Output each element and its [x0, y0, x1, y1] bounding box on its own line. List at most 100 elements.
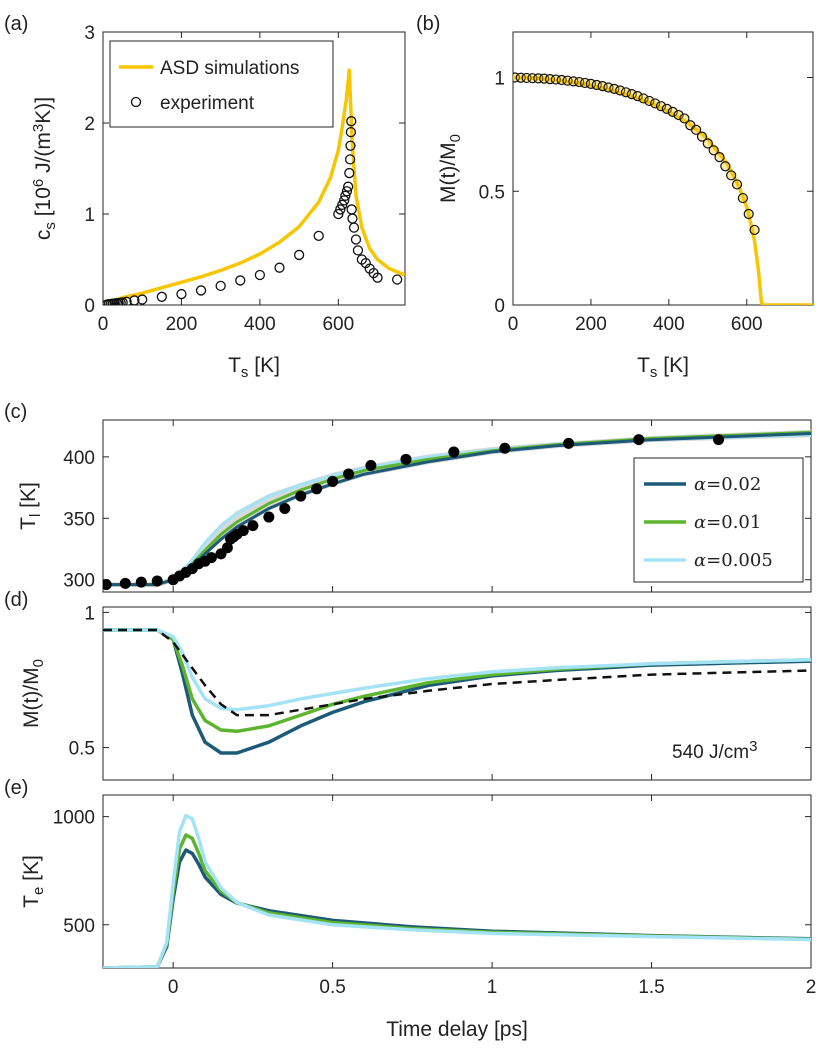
- data-point: [673, 109, 684, 121]
- panel-3-axes: 0.5 1 (d): [4, 589, 812, 781]
- panel-d-plot: [103, 628, 811, 755]
- data-point: [333, 208, 344, 220]
- y-axis-label: Tl [K]: [17, 482, 44, 530]
- data-point: [205, 552, 217, 564]
- axes-box: [102, 606, 812, 781]
- y-tick-label: 1: [84, 603, 95, 624]
- axes-box: [102, 419, 812, 593]
- data-point: [311, 483, 323, 495]
- data-point: [691, 124, 702, 135]
- axes-box: [102, 794, 812, 969]
- legend-label: experiment: [160, 93, 255, 114]
- data-point: [400, 453, 412, 465]
- data-point: [345, 140, 356, 151]
- fluence-annotation-part: 540 J/cm: [672, 742, 749, 763]
- series-line: [103, 628, 811, 712]
- data-point: [644, 95, 655, 107]
- x-tick-label: 0: [508, 314, 519, 335]
- x-tick-label: 200: [166, 314, 198, 335]
- data-point: [151, 575, 163, 587]
- data-point: [615, 85, 626, 96]
- data-point: [254, 269, 266, 281]
- panel-label: (d): [4, 589, 28, 611]
- y-tick-label: 500: [63, 916, 95, 937]
- panel-1-axes: 0 200 400 600 0 0.5 1 (b): [416, 13, 814, 335]
- data-point: [638, 93, 649, 104]
- y-axis-label: Te [K]: [20, 855, 47, 908]
- alpha-value: =0.005: [706, 550, 773, 571]
- legend-label: α=0.02: [694, 474, 761, 495]
- alpha-symbol: α: [694, 550, 706, 571]
- panel-label: (b): [416, 13, 440, 35]
- y-axis-label-part: 0: [447, 134, 464, 142]
- data-point: [340, 190, 351, 201]
- data-point: [392, 274, 403, 285]
- panel-label: (a): [4, 13, 28, 35]
- y-tick-label: 1: [494, 69, 505, 90]
- x-axis-label-part: s: [241, 364, 249, 381]
- legend: α=0.02α=0.01α=0.005: [633, 457, 804, 583]
- data-point: [117, 297, 128, 305]
- data-point: [337, 199, 348, 211]
- data-point: [342, 181, 354, 192]
- data-point: [344, 167, 355, 179]
- alpha-value: =0.02: [706, 474, 761, 495]
- y-axis-label-part: s: [42, 222, 59, 230]
- data-point: [720, 161, 731, 172]
- data-point: [343, 468, 355, 480]
- y-axis-label-part: T: [17, 517, 40, 530]
- x-tick-label: 0.5: [319, 977, 345, 998]
- x-axis-label-part: T: [228, 354, 241, 377]
- y-axis-label-part: e: [30, 887, 47, 895]
- series-asd-line: [106, 68, 405, 305]
- x-tick-label: 600: [322, 314, 354, 335]
- y-axis-label: cs [106 J/(m3K)]: [30, 97, 58, 240]
- data-point: [347, 213, 358, 224]
- y-tick-label: 400: [63, 448, 95, 469]
- y-tick-label: 0: [494, 296, 505, 317]
- data-point: [195, 285, 207, 296]
- data-point: [135, 576, 147, 588]
- data-point: [346, 116, 357, 127]
- data-point: [632, 91, 643, 102]
- data-point: [327, 475, 339, 487]
- y-tick-label: 300: [63, 571, 95, 592]
- data-point: [563, 437, 575, 449]
- x-axis-label-part: [K]: [248, 354, 280, 377]
- data-point: [295, 490, 307, 502]
- data-point: [137, 294, 148, 305]
- data-point: [667, 106, 678, 117]
- y-axis-label-part: 0: [30, 659, 47, 667]
- y-tick-label: 2: [84, 114, 95, 135]
- data-point: [743, 208, 754, 220]
- data-point: [702, 138, 713, 149]
- data-point: [237, 525, 249, 537]
- x-tick-label: 1.5: [638, 977, 664, 998]
- y-tick-label: 350: [63, 509, 95, 530]
- y-axis-label-part: [K]: [20, 855, 43, 887]
- panel-a-plot: [103, 68, 405, 305]
- data-point: [274, 262, 285, 273]
- data-point: [339, 195, 350, 206]
- x-axis-label-part: T: [637, 354, 650, 377]
- legend-marker-experiment: [130, 96, 142, 108]
- x-axis-label: Ts [K]: [637, 354, 689, 381]
- y-axis-label-part: 6: [30, 179, 47, 187]
- panel-c-plot: [103, 429, 811, 591]
- data-point: [609, 83, 620, 94]
- x-tick-label: 1: [487, 977, 498, 998]
- data-point: [293, 249, 305, 261]
- data-point: [129, 295, 140, 305]
- y-tick-label: 0.5: [69, 739, 95, 760]
- data-point: [679, 113, 690, 124]
- y-tick-label: 1000: [53, 808, 95, 829]
- data-point: [650, 98, 661, 109]
- y-axis-label-part: c: [32, 230, 55, 241]
- data-point: [215, 280, 226, 292]
- panel-b-plot: [513, 72, 813, 305]
- data-point: [341, 186, 353, 197]
- data-point: [626, 89, 637, 100]
- y-tick-label: 3: [84, 23, 95, 44]
- y-axis-label-part: M(t)/M: [20, 667, 43, 728]
- y-axis-label-part: T: [20, 895, 43, 908]
